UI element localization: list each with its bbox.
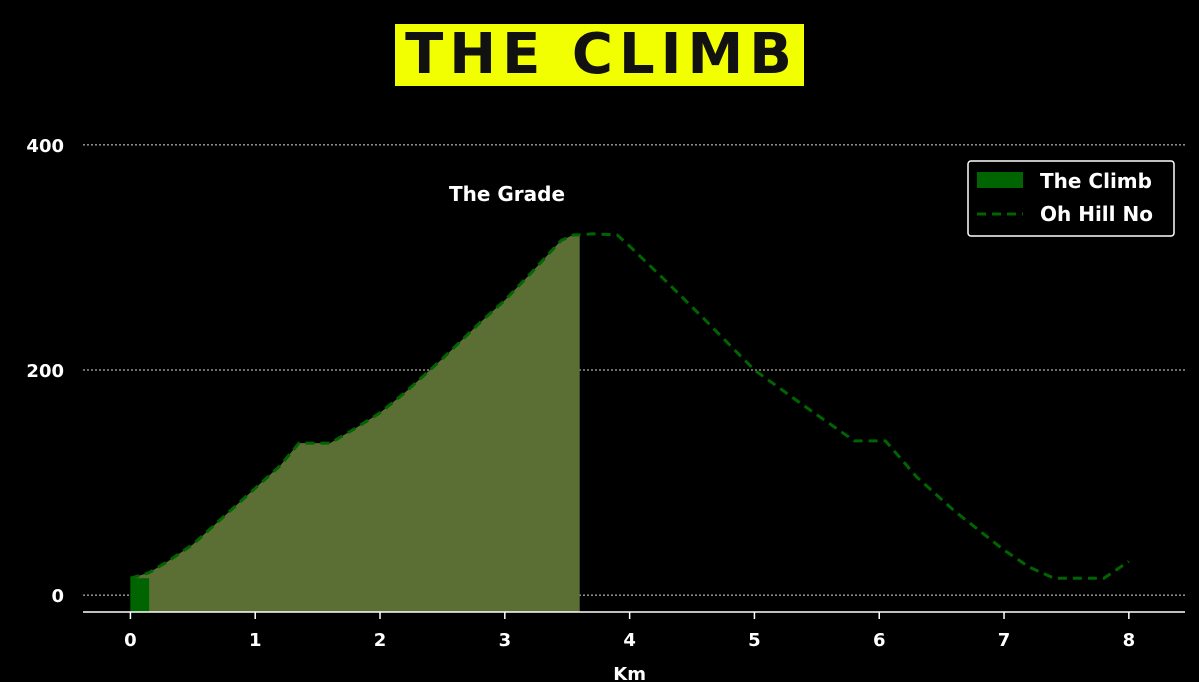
x-tick-label: 0 [124, 630, 137, 651]
legend: The Climb Oh Hill No [967, 160, 1175, 237]
title-wrap: THE CLIMB [0, 24, 1199, 86]
y-ticks: 0 200 400 [26, 136, 64, 607]
x-tick-label: 7 [998, 630, 1011, 651]
x-tick-label: 2 [374, 630, 387, 651]
x-tick-label: 5 [748, 630, 761, 651]
grade-fill-area [130, 234, 580, 612]
plot-area [129, 232, 1130, 612]
legend-label-the-climb: The Climb [1040, 169, 1152, 193]
y-tick-label: 400 [26, 136, 64, 157]
x-tick-label: 3 [499, 630, 512, 651]
x-tick-label: 8 [1123, 630, 1136, 651]
legend-patch-the-climb [977, 172, 1023, 188]
chart-title: THE CLIMB [395, 24, 804, 86]
x-tick-label: 1 [249, 630, 262, 651]
the-climb-bar [130, 578, 150, 612]
series-line-oh-hill-no [129, 232, 1130, 580]
x-tick-label: 4 [623, 630, 636, 651]
y-tick-label: 200 [26, 361, 64, 382]
y-tick-label: 0 [51, 586, 64, 607]
x-ticks: 0 1 2 3 4 5 6 7 8 [124, 612, 1135, 651]
x-tick-label: 6 [873, 630, 886, 651]
x-axis-label: Km [613, 664, 646, 682]
legend-label-oh-hill-no: Oh Hill No [1040, 202, 1153, 226]
annotation-the-grade: The Grade [449, 182, 565, 206]
